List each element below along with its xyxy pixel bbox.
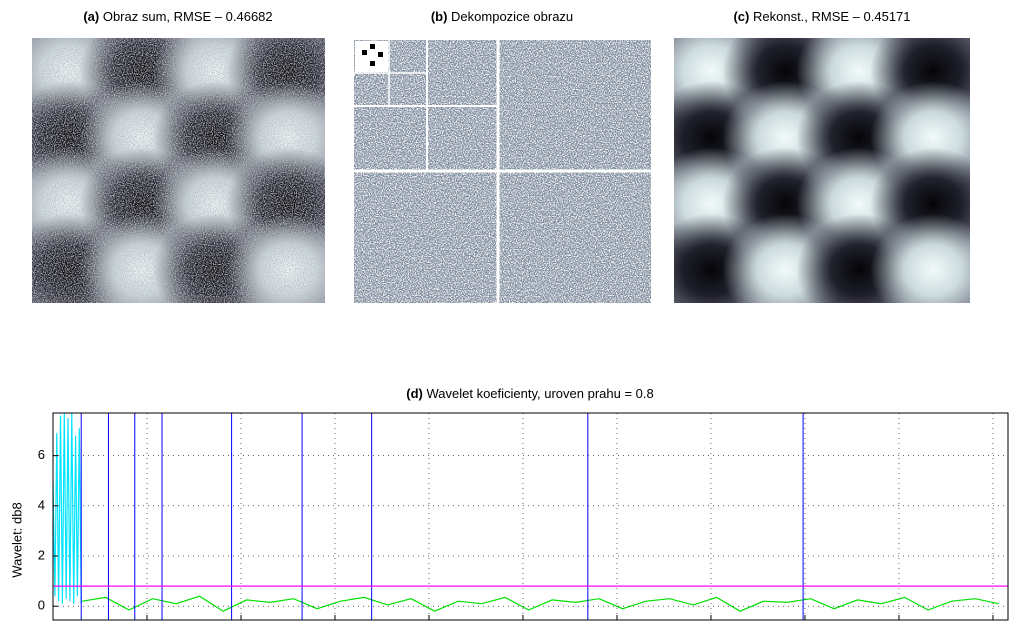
approximation-dots [362, 44, 383, 66]
chart-label: (d) [406, 386, 423, 401]
axes-box [52, 412, 1009, 621]
chart-title-text: Wavelet koeficienty, uroven prahu = 0.8 [426, 386, 653, 401]
subband-lines [354, 40, 651, 303]
image-noise [32, 38, 325, 303]
y-tick-label: 2 [38, 547, 45, 562]
panel-title: (a) Obraz sum, RMSE – 0.46682 [83, 9, 272, 24]
dot [378, 52, 383, 57]
y-tick-label: 6 [38, 447, 45, 462]
panel-title-text: Dekompozice obrazu [451, 9, 573, 24]
panel-title: (c) Rekonst., RMSE – 0.45171 [733, 9, 910, 24]
signal-line [82, 595, 999, 612]
panel-label: (a) [83, 9, 99, 24]
dot [370, 44, 375, 49]
panel-label: (b) [431, 9, 448, 24]
dot [362, 50, 367, 55]
plot-area [53, 413, 1008, 620]
panel-title-text: Obraz sum, RMSE – 0.46682 [103, 9, 273, 24]
chart-title: (d) Wavelet koeficienty, uroven prahu = … [406, 386, 654, 401]
blob [870, 213, 970, 303]
dot [370, 61, 375, 66]
y-axis-label: Wavelet: db8 [9, 502, 24, 577]
y-tick-label: 4 [38, 497, 45, 512]
panel-label: (c) [733, 9, 749, 24]
reconstructed-image [674, 38, 970, 303]
panel-title-text: Rekonst., RMSE – 0.45171 [753, 9, 911, 24]
decomposition-image [354, 40, 651, 303]
y-tick-label: 0 [38, 598, 45, 613]
panel-title: (b) Dekompozice obrazu [431, 9, 573, 24]
signal-line [53, 413, 82, 604]
